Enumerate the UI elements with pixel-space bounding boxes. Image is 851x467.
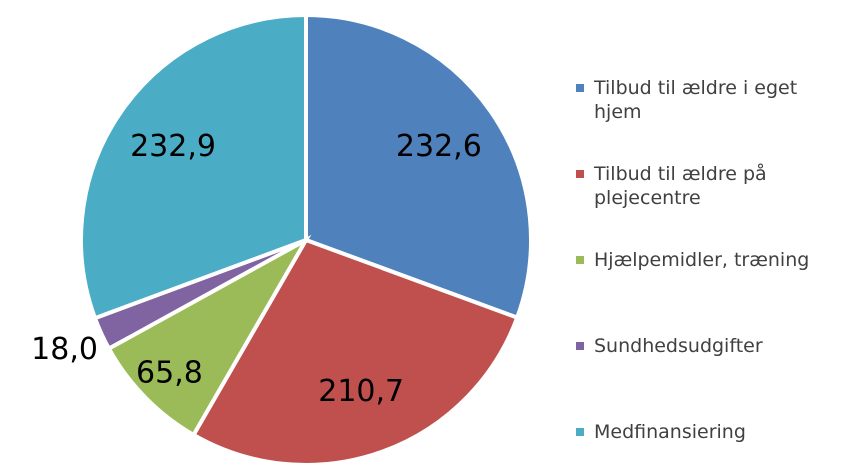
legend-swatch: [576, 428, 584, 436]
legend-swatch: [576, 170, 584, 178]
legend-item: Medfinansiering: [574, 420, 844, 444]
legend-swatch: [576, 84, 584, 92]
data-label: 18,0: [31, 332, 98, 367]
data-label: 65,8: [136, 355, 203, 390]
legend-swatch: [576, 342, 584, 350]
legend-item: Sundhedsudgifter: [574, 334, 844, 358]
legend-label: Hjælpemidler, træning: [594, 249, 810, 271]
legend-label: Tilbud til ældre på plejecentre: [594, 163, 767, 209]
data-label: 210,7: [318, 374, 404, 409]
legend-item: Tilbud til ældre i eget hjem: [574, 76, 844, 124]
legend-label: Sundhedsudgifter: [594, 335, 763, 357]
legend-swatch: [576, 256, 584, 264]
pie-slice: [304, 12, 533, 321]
legend-item: Hjælpemidler, træning: [574, 248, 844, 272]
pie-slice: [79, 12, 308, 321]
data-label: 232,9: [130, 129, 216, 164]
legend-label: Medfinansiering: [594, 421, 746, 443]
pie-slice: [106, 234, 312, 438]
legend-label: Tilbud til ældre i eget hjem: [594, 77, 798, 123]
data-label: 232,6: [396, 129, 482, 164]
legend-item: Tilbud til ældre på plejecentre: [574, 162, 844, 210]
